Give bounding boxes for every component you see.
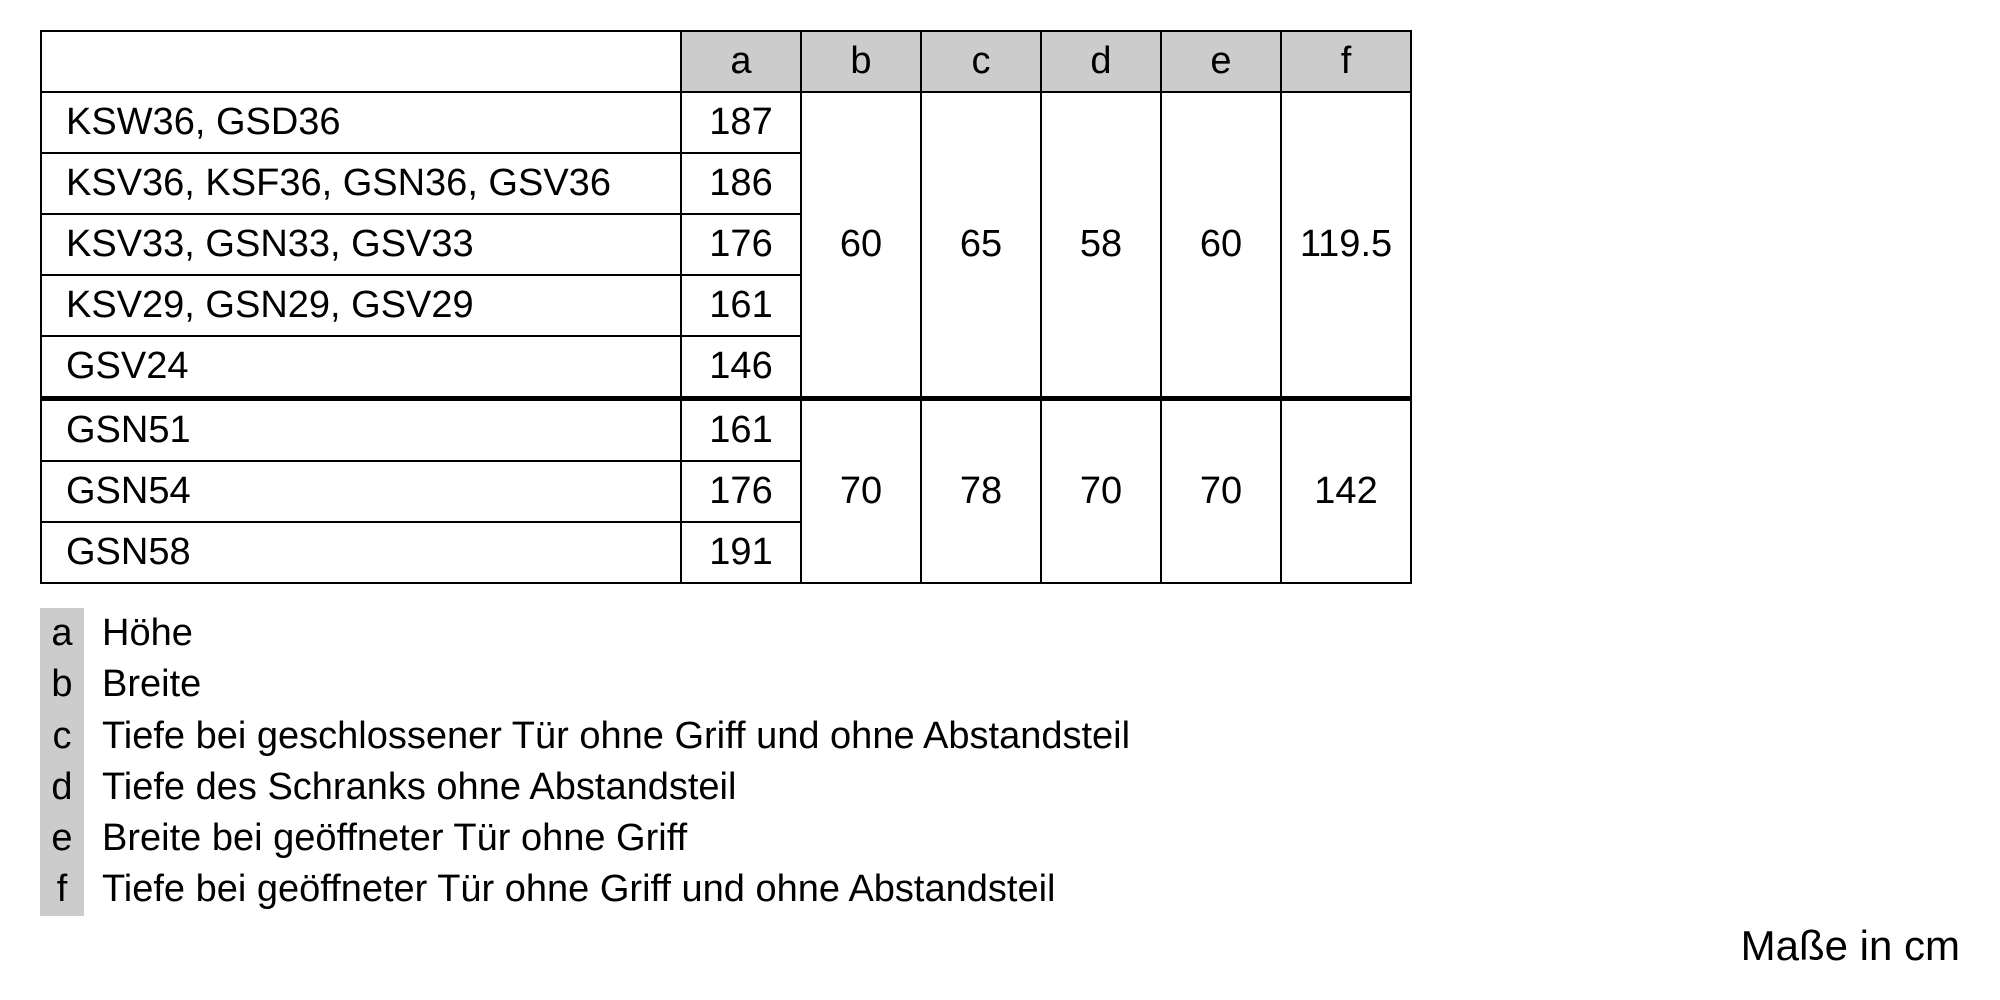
- val-e: 70: [1161, 399, 1281, 584]
- model-cell: KSV29, GSN29, GSV29: [41, 275, 681, 336]
- col-header-c: c: [921, 31, 1041, 92]
- val-b: 70: [801, 399, 921, 584]
- legend-row: e Breite bei geöffneter Tür ohne Griff: [40, 813, 1960, 864]
- legend-row: b Breite: [40, 659, 1960, 710]
- val-a: 176: [681, 214, 801, 275]
- col-header-b: b: [801, 31, 921, 92]
- legend-key: e: [40, 813, 84, 864]
- legend-text: Breite: [84, 659, 201, 710]
- legend-text: Tiefe bei geöffneter Tür ohne Griff und …: [84, 864, 1055, 915]
- col-header-e: e: [1161, 31, 1281, 92]
- legend-text: Tiefe des Schranks ohne Abstandsteil: [84, 762, 736, 813]
- legend-key: b: [40, 659, 84, 710]
- legend-row: f Tiefe bei geöffneter Tür ohne Griff un…: [40, 864, 1960, 915]
- val-f: 119.5: [1281, 92, 1411, 399]
- val-a: 176: [681, 461, 801, 522]
- legend-key: d: [40, 762, 84, 813]
- legend-text: Breite bei geöffneter Tür ohne Griff: [84, 813, 687, 864]
- legend-row: a Höhe: [40, 608, 1960, 659]
- legend-key: f: [40, 864, 84, 915]
- dimensions-table: a b c d e f KSW36, GSD36 187 60 65 58 60…: [40, 30, 1412, 584]
- val-e: 60: [1161, 92, 1281, 399]
- legend-key: c: [40, 711, 84, 762]
- model-cell: KSV36, KSF36, GSN36, GSV36: [41, 153, 681, 214]
- model-cell: KSV33, GSN33, GSV33: [41, 214, 681, 275]
- val-a: 161: [681, 399, 801, 462]
- val-a: 191: [681, 522, 801, 583]
- val-a: 186: [681, 153, 801, 214]
- val-a: 161: [681, 275, 801, 336]
- val-a: 187: [681, 92, 801, 153]
- col-header-f: f: [1281, 31, 1411, 92]
- model-cell: GSN54: [41, 461, 681, 522]
- header-empty: [41, 31, 681, 92]
- table-header-row: a b c d e f: [41, 31, 1411, 92]
- model-cell: GSV24: [41, 336, 681, 399]
- legend-row: c Tiefe bei geschlossener Tür ohne Griff…: [40, 711, 1960, 762]
- legend-row: d Tiefe des Schranks ohne Abstandsteil: [40, 762, 1960, 813]
- legend-text: Tiefe bei geschlossener Tür ohne Griff u…: [84, 711, 1130, 762]
- val-a: 146: [681, 336, 801, 399]
- table-row: KSW36, GSD36 187 60 65 58 60 119.5: [41, 92, 1411, 153]
- val-d: 58: [1041, 92, 1161, 399]
- legend-key: a: [40, 608, 84, 659]
- table-row: GSN51 161 70 78 70 70 142: [41, 399, 1411, 462]
- legend-text: Höhe: [84, 608, 193, 659]
- val-b: 60: [801, 92, 921, 399]
- legend: a Höhe b Breite c Tiefe bei geschlossene…: [40, 608, 1960, 916]
- model-cell: GSN51: [41, 399, 681, 462]
- val-d: 70: [1041, 399, 1161, 584]
- unit-note: Maße in cm: [1741, 922, 1960, 970]
- val-f: 142: [1281, 399, 1411, 584]
- model-cell: KSW36, GSD36: [41, 92, 681, 153]
- val-c: 78: [921, 399, 1041, 584]
- val-c: 65: [921, 92, 1041, 399]
- model-cell: GSN58: [41, 522, 681, 583]
- col-header-a: a: [681, 31, 801, 92]
- col-header-d: d: [1041, 31, 1161, 92]
